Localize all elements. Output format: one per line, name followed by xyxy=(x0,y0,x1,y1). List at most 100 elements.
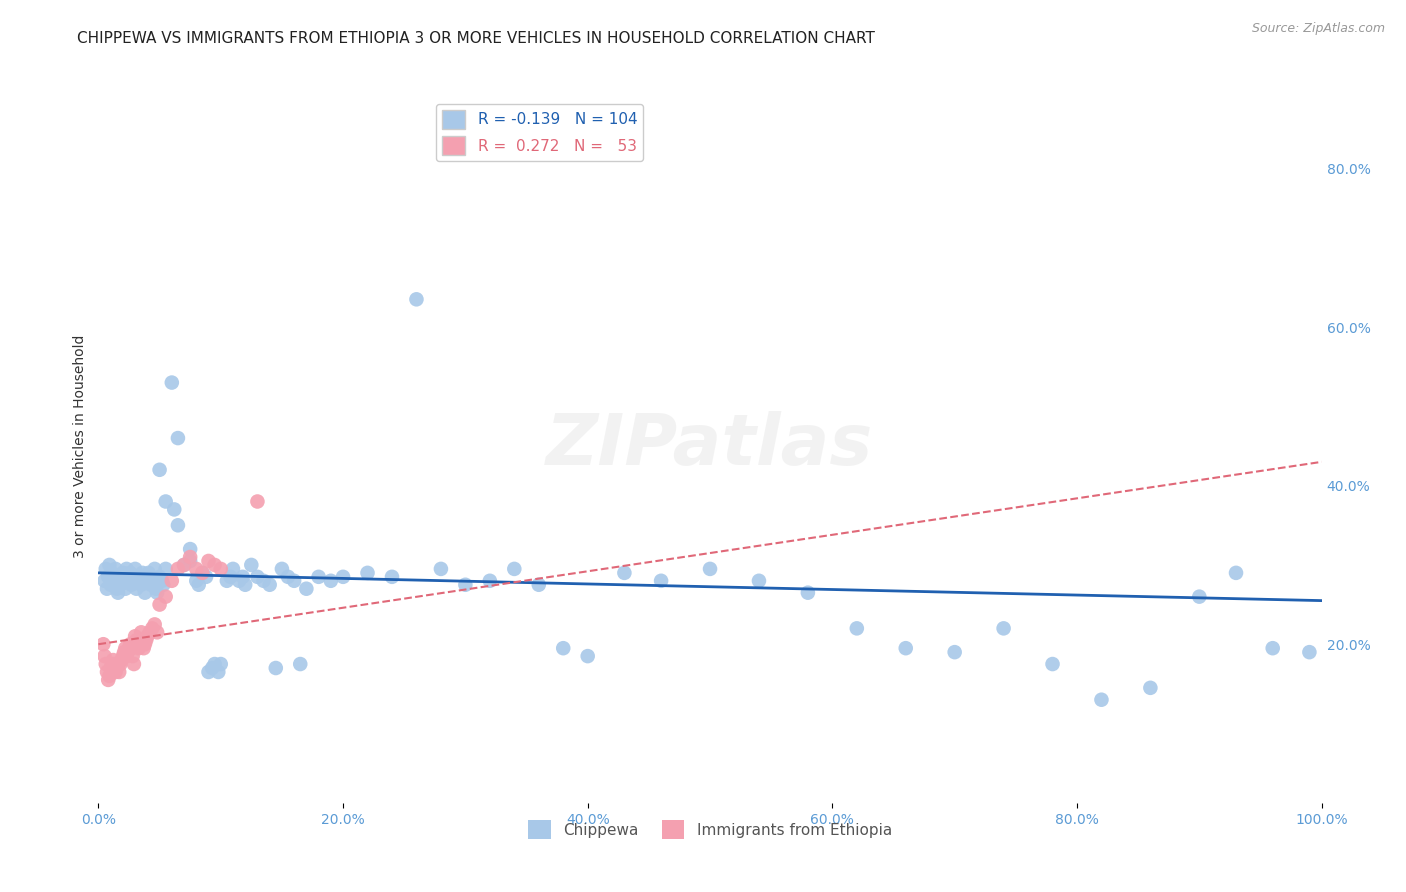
Point xyxy=(894,641,917,656)
Point xyxy=(430,562,453,576)
Point xyxy=(233,578,256,592)
Point xyxy=(270,562,294,576)
Point xyxy=(108,665,131,679)
Point xyxy=(160,574,183,588)
Point xyxy=(101,566,124,580)
Point xyxy=(143,617,166,632)
Point xyxy=(160,376,183,390)
Point xyxy=(527,578,550,592)
Point xyxy=(295,582,318,596)
Text: ZIPatlas: ZIPatlas xyxy=(547,411,873,481)
Point xyxy=(204,657,226,671)
Point xyxy=(118,641,141,656)
Point xyxy=(179,542,201,557)
Point xyxy=(1090,692,1112,706)
Point xyxy=(136,574,159,588)
Point xyxy=(576,649,599,664)
Point xyxy=(111,653,134,667)
Point xyxy=(129,637,152,651)
Point xyxy=(100,578,122,592)
Point xyxy=(197,554,219,568)
Point xyxy=(204,558,226,572)
Point xyxy=(405,293,427,307)
Point xyxy=(100,661,122,675)
Point xyxy=(115,562,138,576)
Point xyxy=(129,574,152,588)
Point xyxy=(290,657,312,671)
Point xyxy=(246,494,269,508)
Point xyxy=(107,657,129,671)
Point xyxy=(650,574,672,588)
Point xyxy=(131,566,153,580)
Point xyxy=(943,645,966,659)
Point xyxy=(112,570,135,584)
Point xyxy=(105,661,128,675)
Point xyxy=(118,570,141,584)
Point xyxy=(478,574,501,588)
Point xyxy=(191,566,214,580)
Point xyxy=(454,578,477,592)
Point xyxy=(503,562,526,576)
Point xyxy=(1188,590,1211,604)
Point xyxy=(186,574,208,588)
Point xyxy=(283,574,305,588)
Legend: Chippewa, Immigrants from Ethiopia: Chippewa, Immigrants from Ethiopia xyxy=(522,814,898,845)
Point xyxy=(94,562,117,576)
Point xyxy=(845,621,868,635)
Point xyxy=(167,431,190,445)
Point xyxy=(98,558,121,572)
Point xyxy=(120,637,142,651)
Point xyxy=(127,637,149,651)
Point xyxy=(197,665,219,679)
Point xyxy=(141,621,163,635)
Point xyxy=(129,578,152,592)
Point xyxy=(613,566,636,580)
Point xyxy=(252,574,274,588)
Point xyxy=(246,570,269,584)
Point xyxy=(191,566,214,580)
Point xyxy=(110,578,132,592)
Point xyxy=(150,574,173,588)
Point xyxy=(134,637,156,651)
Point xyxy=(98,669,121,683)
Point xyxy=(319,574,342,588)
Point xyxy=(146,625,169,640)
Point xyxy=(146,585,169,599)
Point xyxy=(112,645,135,659)
Point xyxy=(228,574,250,588)
Point xyxy=(143,562,166,576)
Point xyxy=(149,463,172,477)
Point xyxy=(152,578,174,592)
Point xyxy=(553,641,575,656)
Point xyxy=(277,570,299,584)
Point xyxy=(117,645,139,659)
Point xyxy=(105,582,128,596)
Point xyxy=(110,657,132,671)
Point xyxy=(1225,566,1247,580)
Point xyxy=(1261,641,1284,656)
Point xyxy=(104,665,127,679)
Y-axis label: 3 or more Vehicles in Household: 3 or more Vehicles in Household xyxy=(73,334,87,558)
Point xyxy=(111,566,134,580)
Point xyxy=(179,554,201,568)
Point xyxy=(93,649,115,664)
Point xyxy=(149,570,172,584)
Point xyxy=(129,625,152,640)
Point xyxy=(101,657,124,671)
Point xyxy=(101,653,124,667)
Point xyxy=(179,549,201,564)
Point xyxy=(138,566,160,580)
Point xyxy=(1298,645,1320,659)
Point xyxy=(94,657,117,671)
Point xyxy=(139,570,162,584)
Point xyxy=(1139,681,1161,695)
Point xyxy=(111,649,134,664)
Point xyxy=(96,582,118,596)
Point xyxy=(139,625,162,640)
Point xyxy=(125,633,148,648)
Point xyxy=(124,629,146,643)
Point xyxy=(120,578,142,592)
Point xyxy=(101,570,124,584)
Point xyxy=(125,582,148,596)
Point xyxy=(264,661,287,675)
